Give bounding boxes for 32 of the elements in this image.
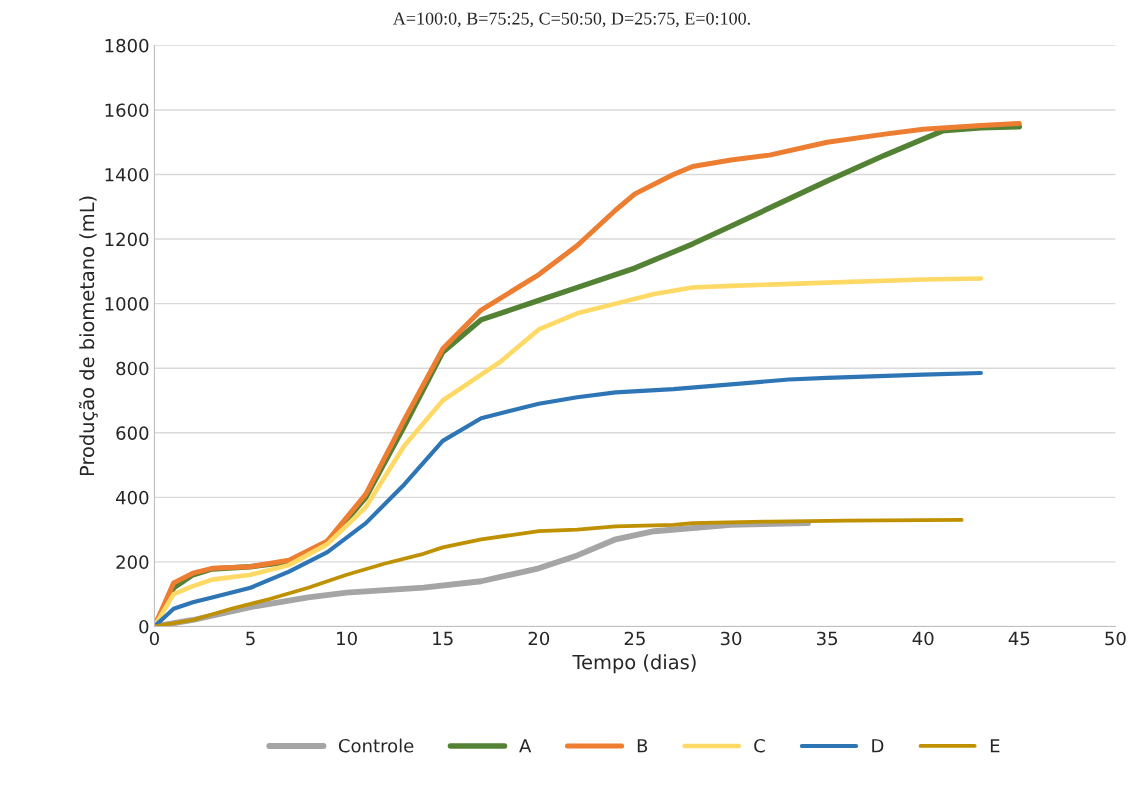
chart-title: A=100:0, B=75:25, C=50:50, D=25:75, E=0:100. bbox=[393, 12, 750, 28]
legend-label: D bbox=[872, 739, 884, 753]
legend-label: E bbox=[990, 739, 1000, 753]
x-tick-label: 15 bbox=[433, 631, 453, 646]
y-tick-label: 1600 bbox=[105, 103, 149, 118]
y-tick-label: 800 bbox=[116, 361, 149, 376]
y-axis-title: Produção de biometano (mL) bbox=[78, 196, 98, 476]
legend-label: A bbox=[519, 739, 532, 753]
y-tick-label: 1400 bbox=[105, 167, 149, 182]
x-tick-label: 40 bbox=[912, 631, 934, 646]
legend-label: Controle bbox=[338, 738, 414, 753]
y-tick-label: 400 bbox=[116, 490, 149, 505]
y-tick-label: 1000 bbox=[105, 297, 149, 311]
line-series bbox=[154, 518, 964, 627]
line-series bbox=[154, 370, 983, 627]
y-tick-label: 200 bbox=[116, 555, 149, 569]
x-tick-label: 50 bbox=[1105, 631, 1126, 646]
legend-label: C bbox=[754, 738, 765, 753]
legend-label: B bbox=[637, 739, 648, 753]
x-tick-label: 20 bbox=[528, 631, 550, 646]
x-tick-label: 5 bbox=[246, 631, 255, 646]
x-tick-label: 10 bbox=[337, 631, 357, 646]
x-axis-title: Tempo (dias) bbox=[572, 654, 696, 674]
x-tick-label: 30 bbox=[720, 631, 742, 646]
y-tick-label: 600 bbox=[116, 426, 149, 440]
y-tick-label: 0 bbox=[139, 619, 149, 634]
y-tick-label: 1800 bbox=[105, 38, 149, 53]
y-tick-label: 1200 bbox=[105, 232, 149, 247]
x-tick-label: 25 bbox=[624, 631, 645, 646]
x-tick-label: 45 bbox=[1008, 631, 1030, 646]
x-tick-label: 0 bbox=[149, 631, 159, 646]
x-tick-label: 35 bbox=[817, 631, 838, 646]
